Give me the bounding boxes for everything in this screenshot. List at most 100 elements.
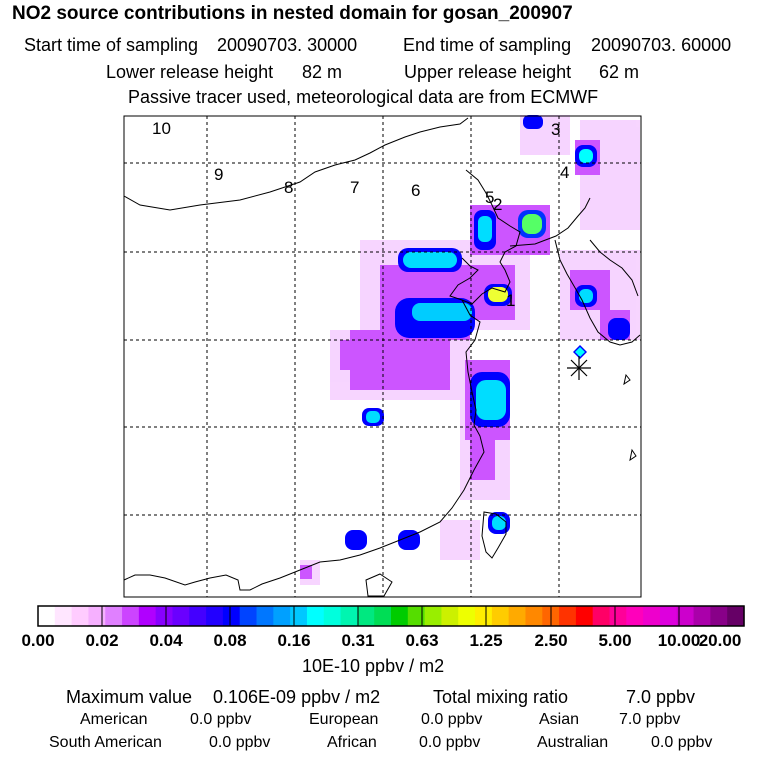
colorbar-frame — [37, 605, 745, 627]
region-number: 8 — [284, 178, 293, 197]
colorbar-swatch — [475, 606, 493, 626]
region-name: Asian — [539, 711, 580, 728]
total-mixing-value: 7.0 ppbv — [626, 687, 696, 707]
colorbar-swatch — [374, 606, 392, 626]
region-number: 5 — [485, 188, 494, 207]
colorbar-swatch — [122, 606, 140, 626]
region-value: 0.0 ppbv — [651, 734, 713, 751]
colorbar-swatch — [458, 606, 476, 626]
colorbar-swatch — [138, 606, 157, 626]
colorbar-swatch — [424, 606, 443, 626]
colorbar-swatch — [340, 606, 358, 626]
colorbar-swatch — [559, 606, 577, 626]
colorbar-swatch — [626, 606, 644, 626]
colorbar-unit: 10E-10 ppbv / m2 — [302, 656, 445, 676]
lower-height-value: 82 m — [302, 62, 343, 82]
region-value: 0.0 ppbv — [209, 734, 271, 751]
upper-height-value: 62 m — [599, 62, 640, 82]
colorbar-tick: 0.31 — [341, 631, 375, 650]
colorbar-swatch — [38, 606, 56, 626]
colorbar-tick: 20.00 — [698, 631, 742, 650]
region-value: 0.0 ppbv — [419, 734, 481, 751]
colorbar-swatch — [88, 606, 106, 626]
colorbar-swatch — [206, 606, 224, 626]
region-name: European — [309, 711, 379, 728]
colorbar-swatch — [239, 606, 258, 626]
colorbar-swatch — [155, 606, 174, 626]
start-time-label: Start time of sampling — [24, 35, 199, 55]
colorbar-swatch — [407, 606, 426, 626]
colorbar-swatch — [273, 606, 291, 626]
colorbar — [38, 606, 745, 626]
region-value: 0.0 ppbv — [190, 711, 252, 728]
end-time-value: 20090703. 60000 — [591, 35, 732, 55]
region-value: 7.0 ppbv — [619, 711, 681, 728]
colorbar-tick: 5.00 — [598, 631, 632, 650]
region-number: 9 — [214, 165, 223, 184]
upper-height-label: Upper release height — [404, 62, 572, 82]
colorbar-dividers — [101, 606, 680, 626]
colorbar-swatch — [592, 606, 611, 626]
colorbar-swatch — [491, 606, 510, 626]
colorbar-swatch — [727, 606, 745, 626]
colorbar-swatch — [441, 606, 459, 626]
tracer-note: Passive tracer used, meteorological data… — [128, 87, 599, 107]
colorbar-swatch — [172, 606, 190, 626]
colorbar-swatch — [256, 606, 274, 626]
colorbar-swatch — [189, 606, 207, 626]
colorbar-swatch — [54, 606, 73, 626]
region-name: South American — [49, 734, 162, 751]
region-number: 3 — [551, 120, 560, 139]
max-value-label: Maximum value — [66, 687, 193, 707]
region-number: 6 — [411, 181, 420, 200]
colorbar-swatch — [323, 606, 342, 626]
region-number: 10 — [152, 119, 171, 138]
colorbar-tick: 0.16 — [277, 631, 311, 650]
colorbar-swatch — [105, 606, 123, 626]
colorbar-tick: 0.00 — [21, 631, 55, 650]
region-name: Australian — [537, 734, 609, 751]
colorbar-tick: 0.63 — [405, 631, 439, 650]
colorbar-swatch — [609, 606, 627, 626]
colorbar-tick: 0.02 — [85, 631, 119, 650]
region-number: 4 — [560, 163, 569, 182]
colorbar-swatch — [508, 606, 527, 626]
colorbar-swatch — [693, 606, 711, 626]
end-time-label: End time of sampling — [403, 35, 572, 55]
colorbar-tick: 0.08 — [213, 631, 247, 650]
start-time-value: 20090703. 30000 — [217, 35, 358, 55]
region-name: American — [80, 711, 148, 728]
colorbar-swatch — [357, 606, 375, 626]
region-number: 2 — [493, 195, 502, 214]
colorbar-swatch — [290, 606, 308, 626]
colorbar-swatch — [391, 606, 409, 626]
region-name: African — [327, 734, 377, 751]
lower-height-label: Lower release height — [106, 62, 274, 82]
region-number: 1 — [506, 291, 515, 310]
colorbar-swatch — [71, 606, 90, 626]
total-mixing-label: Total mixing ratio — [433, 687, 569, 707]
colorbar-swatch — [575, 606, 594, 626]
region-labels: 10 9 8 7 6 5 2 3 4 1 — [152, 119, 569, 310]
colorbar-swatch — [525, 606, 543, 626]
colorbar-swatch — [710, 606, 728, 626]
colorbar-swatch — [659, 606, 678, 626]
region-value: 0.0 ppbv — [421, 711, 483, 728]
colorbar-tick: 10.00 — [657, 631, 701, 650]
colorbar-tick: 2.50 — [534, 631, 568, 650]
concentration-field — [300, 115, 640, 585]
map-frame — [123, 115, 642, 598]
map-gridlines — [124, 116, 641, 597]
max-value: 0.106E-09 ppbv / m2 — [213, 687, 381, 707]
colorbar-swatch — [306, 606, 325, 626]
colorbar-swatch — [643, 606, 661, 626]
asterisk-icon — [567, 356, 591, 380]
region-number: 7 — [350, 178, 359, 197]
colorbar-tick: 0.04 — [149, 631, 183, 650]
coastline — [123, 117, 641, 597]
colorbar-swatch — [676, 606, 695, 626]
colorbar-tick: 1.25 — [469, 631, 503, 650]
colorbar-swatch — [222, 606, 241, 626]
page-title: NO2 source contributions in nested domai… — [12, 3, 573, 24]
